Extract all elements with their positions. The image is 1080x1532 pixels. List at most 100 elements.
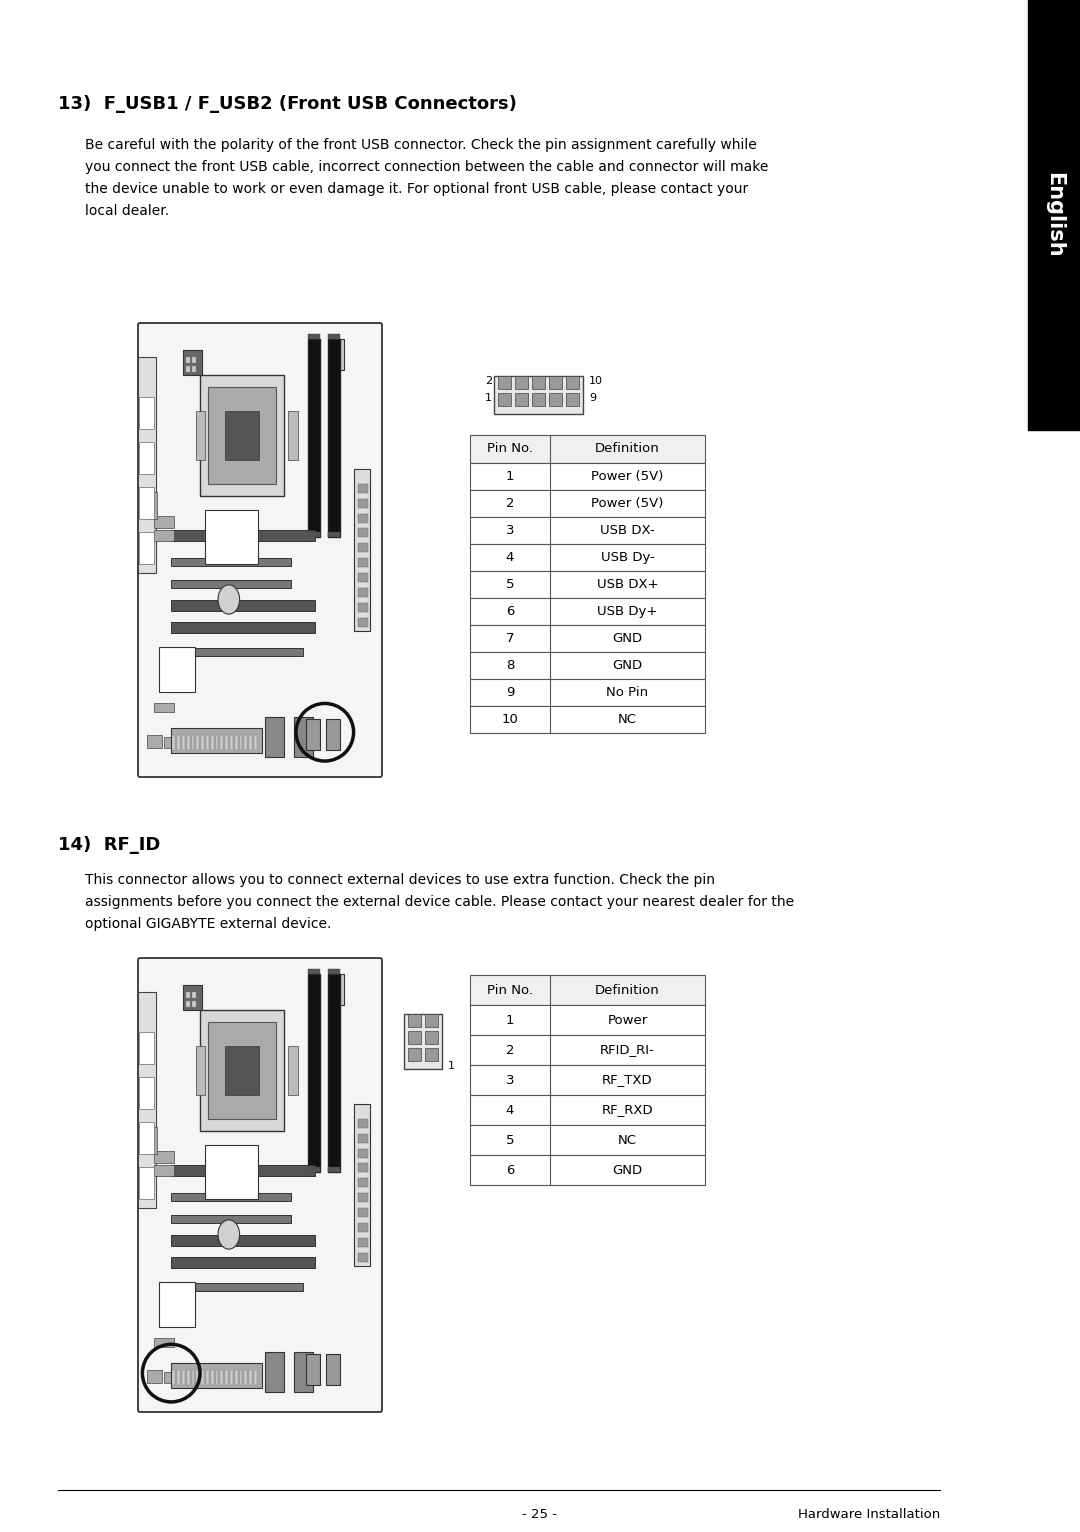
Bar xyxy=(172,1363,262,1388)
Bar xyxy=(328,970,340,973)
Bar xyxy=(240,734,243,751)
Text: 14)  RF_ID: 14) RF_ID xyxy=(58,836,160,853)
Bar xyxy=(205,1144,258,1198)
Bar xyxy=(249,1370,252,1385)
Bar xyxy=(566,394,579,406)
Text: optional GIGABYTE external device.: optional GIGABYTE external device. xyxy=(85,918,332,931)
Bar xyxy=(197,1370,200,1385)
Bar xyxy=(177,1370,180,1385)
Text: USB Dy+: USB Dy+ xyxy=(597,605,658,617)
Bar xyxy=(220,1370,224,1385)
Text: 1: 1 xyxy=(485,394,492,403)
Bar xyxy=(159,1282,195,1327)
Bar xyxy=(191,734,194,751)
Bar xyxy=(470,974,705,1005)
Bar xyxy=(191,991,195,999)
Bar xyxy=(172,1215,292,1223)
Bar xyxy=(147,1370,162,1383)
Text: Hardware Installation: Hardware Installation xyxy=(798,1509,940,1521)
Bar xyxy=(208,386,275,484)
Bar xyxy=(470,625,705,653)
Bar xyxy=(154,1337,174,1347)
Bar xyxy=(206,734,208,751)
Bar xyxy=(359,558,368,567)
Bar xyxy=(172,1282,303,1291)
Bar xyxy=(164,1371,174,1383)
Text: 5: 5 xyxy=(505,578,514,591)
Bar xyxy=(172,622,315,633)
Text: the device unable to work or even damage it. For optional front USB cable, pleas: the device unable to work or even damage… xyxy=(85,182,748,196)
Bar xyxy=(470,571,705,597)
Bar xyxy=(359,1149,368,1158)
Bar xyxy=(191,1000,195,1007)
Text: 10: 10 xyxy=(589,375,603,386)
Bar xyxy=(197,734,200,751)
Text: Definition: Definition xyxy=(595,984,660,996)
Bar xyxy=(515,394,528,406)
Text: 4: 4 xyxy=(505,1103,514,1117)
Bar xyxy=(426,1048,438,1062)
Bar xyxy=(329,973,345,1005)
Bar xyxy=(254,734,257,751)
Bar xyxy=(184,349,202,374)
Bar xyxy=(154,1151,174,1163)
Bar xyxy=(359,573,368,582)
Bar xyxy=(470,1124,705,1155)
Text: Power (5V): Power (5V) xyxy=(592,470,664,483)
Text: No Pin: No Pin xyxy=(607,686,649,699)
Bar xyxy=(470,706,705,732)
Bar xyxy=(359,1253,368,1261)
Bar xyxy=(186,366,190,372)
Text: Pin No.: Pin No. xyxy=(487,984,534,996)
Bar xyxy=(234,734,238,751)
Bar xyxy=(470,544,705,571)
Bar xyxy=(359,513,368,522)
Bar xyxy=(426,1014,438,1026)
Bar xyxy=(359,1134,368,1143)
Bar xyxy=(254,1370,257,1385)
Text: GND: GND xyxy=(612,659,643,673)
Bar xyxy=(172,1235,315,1246)
Bar xyxy=(288,411,298,460)
Bar xyxy=(306,1354,320,1385)
Bar xyxy=(532,394,545,406)
Bar xyxy=(470,679,705,706)
FancyBboxPatch shape xyxy=(138,958,382,1413)
Bar xyxy=(470,1065,705,1095)
Text: 3: 3 xyxy=(505,1074,514,1086)
Bar xyxy=(498,394,511,406)
Bar xyxy=(226,1370,228,1385)
Bar xyxy=(515,375,528,389)
Bar xyxy=(404,1014,442,1069)
Bar xyxy=(201,1370,204,1385)
Bar xyxy=(329,339,345,371)
Bar xyxy=(172,1256,315,1268)
Text: 6: 6 xyxy=(505,1163,514,1177)
Bar xyxy=(154,1164,174,1177)
Text: NC: NC xyxy=(618,1134,637,1146)
Bar xyxy=(288,1046,298,1094)
Bar xyxy=(359,588,368,597)
Bar xyxy=(186,991,190,999)
Bar xyxy=(139,397,154,429)
Bar xyxy=(470,1095,705,1124)
Bar xyxy=(172,599,315,611)
FancyBboxPatch shape xyxy=(138,323,382,777)
Bar xyxy=(172,728,262,752)
Bar xyxy=(183,1370,185,1385)
Ellipse shape xyxy=(218,585,240,614)
Bar xyxy=(187,1370,190,1385)
Bar xyxy=(172,581,292,588)
Bar xyxy=(139,443,154,473)
Text: 4: 4 xyxy=(505,552,514,564)
Bar xyxy=(470,463,705,490)
Bar xyxy=(154,703,174,712)
Bar xyxy=(308,970,320,973)
Bar xyxy=(187,734,190,751)
Text: Pin No.: Pin No. xyxy=(487,443,534,455)
Bar xyxy=(191,366,195,372)
Bar xyxy=(195,1046,205,1094)
Text: USB DX+: USB DX+ xyxy=(596,578,659,591)
Bar xyxy=(359,1163,368,1172)
Text: RF_RXD: RF_RXD xyxy=(602,1103,653,1117)
